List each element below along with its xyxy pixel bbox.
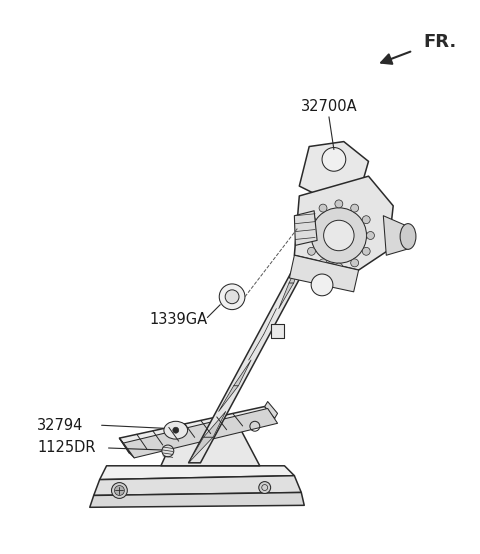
- Polygon shape: [90, 493, 304, 507]
- Circle shape: [311, 274, 333, 296]
- Polygon shape: [289, 255, 359, 292]
- Polygon shape: [219, 386, 239, 412]
- Circle shape: [303, 232, 311, 239]
- Polygon shape: [161, 428, 260, 466]
- Circle shape: [114, 485, 124, 495]
- Text: 1125DR: 1125DR: [37, 440, 96, 455]
- Polygon shape: [300, 142, 369, 201]
- Polygon shape: [123, 408, 277, 458]
- Circle shape: [162, 445, 174, 457]
- Polygon shape: [264, 402, 277, 418]
- Polygon shape: [94, 476, 301, 495]
- Circle shape: [335, 200, 343, 208]
- Circle shape: [319, 259, 327, 267]
- Text: 32794: 32794: [37, 418, 84, 433]
- Circle shape: [319, 204, 327, 212]
- Polygon shape: [204, 412, 226, 437]
- Polygon shape: [234, 360, 251, 386]
- Polygon shape: [264, 309, 276, 334]
- Text: 32700A: 32700A: [300, 99, 357, 114]
- Polygon shape: [249, 334, 264, 360]
- Circle shape: [351, 204, 359, 212]
- Polygon shape: [309, 232, 324, 257]
- Circle shape: [311, 208, 367, 263]
- Circle shape: [225, 290, 239, 304]
- Circle shape: [362, 247, 370, 255]
- Ellipse shape: [164, 421, 188, 439]
- Polygon shape: [294, 211, 317, 245]
- Polygon shape: [384, 216, 410, 255]
- Text: FR.: FR.: [424, 33, 457, 51]
- Polygon shape: [279, 283, 294, 309]
- Circle shape: [111, 483, 127, 499]
- Polygon shape: [100, 466, 294, 480]
- Ellipse shape: [400, 224, 416, 249]
- Polygon shape: [120, 407, 275, 453]
- Polygon shape: [294, 176, 393, 270]
- Circle shape: [322, 147, 346, 171]
- Circle shape: [259, 481, 271, 494]
- Circle shape: [367, 232, 374, 239]
- Circle shape: [219, 284, 245, 310]
- Circle shape: [308, 216, 315, 224]
- Polygon shape: [189, 437, 213, 463]
- Circle shape: [324, 220, 354, 251]
- Circle shape: [362, 216, 370, 224]
- Polygon shape: [289, 257, 301, 283]
- Text: 1339GA: 1339GA: [149, 312, 207, 327]
- Circle shape: [173, 427, 179, 433]
- Circle shape: [335, 263, 343, 271]
- Circle shape: [308, 247, 315, 255]
- Polygon shape: [189, 206, 339, 463]
- Polygon shape: [271, 325, 285, 338]
- Polygon shape: [314, 206, 327, 232]
- Polygon shape: [120, 438, 134, 458]
- Circle shape: [351, 259, 359, 267]
